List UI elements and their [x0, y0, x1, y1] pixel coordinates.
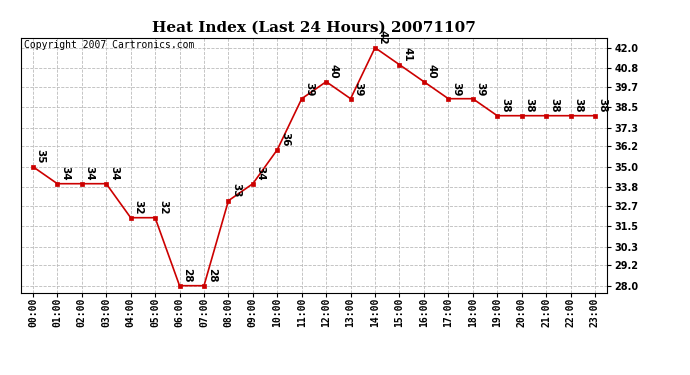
- Text: 32: 32: [158, 200, 168, 215]
- Text: 34: 34: [85, 166, 95, 181]
- Text: 38: 38: [500, 98, 510, 113]
- Text: 33: 33: [231, 183, 241, 198]
- Text: 42: 42: [378, 30, 388, 45]
- Text: Copyright 2007 Cartronics.com: Copyright 2007 Cartronics.com: [23, 40, 194, 50]
- Text: 38: 38: [524, 98, 535, 113]
- Text: 34: 34: [109, 166, 119, 181]
- Text: 32: 32: [133, 200, 144, 215]
- Text: 34: 34: [60, 166, 70, 181]
- Text: 41: 41: [402, 47, 412, 62]
- Text: 34: 34: [255, 166, 266, 181]
- Text: 36: 36: [280, 132, 290, 147]
- Text: 39: 39: [475, 81, 486, 96]
- Text: 28: 28: [207, 268, 217, 283]
- Text: 38: 38: [598, 98, 608, 113]
- Text: 38: 38: [573, 98, 583, 113]
- Text: 40: 40: [426, 64, 437, 79]
- Text: 39: 39: [451, 81, 461, 96]
- Text: 28: 28: [182, 268, 193, 283]
- Text: 40: 40: [329, 64, 339, 79]
- Text: 39: 39: [304, 81, 315, 96]
- Title: Heat Index (Last 24 Hours) 20071107: Heat Index (Last 24 Hours) 20071107: [152, 21, 476, 35]
- Text: 38: 38: [549, 98, 559, 113]
- Text: 35: 35: [36, 149, 46, 164]
- Text: 39: 39: [353, 81, 364, 96]
